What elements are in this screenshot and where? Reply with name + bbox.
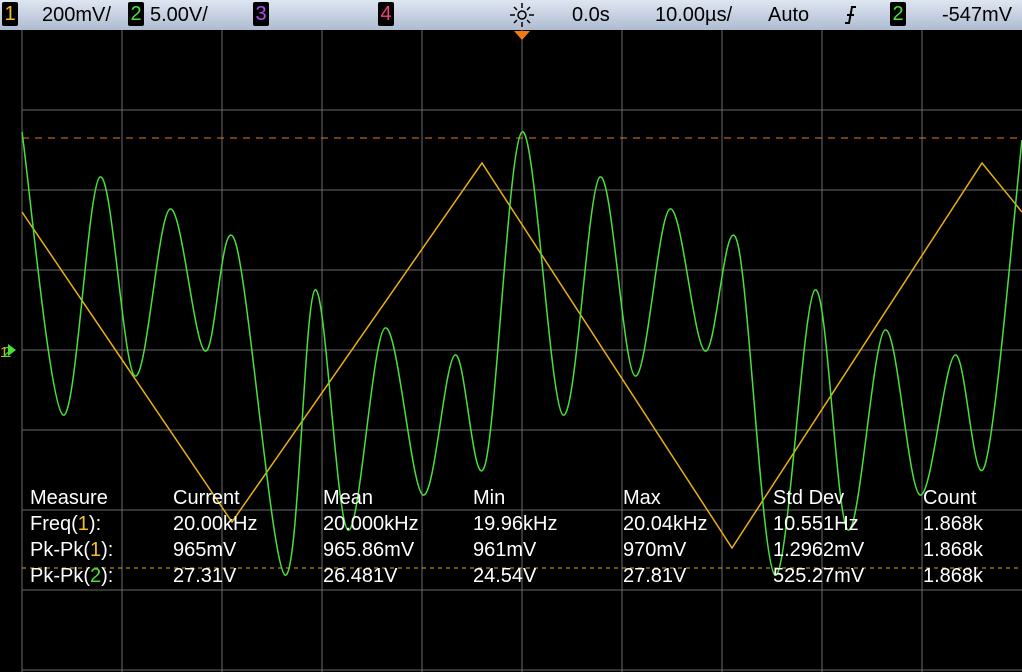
measurement-value: 525.27mV <box>773 565 865 587</box>
trigger-position-marker <box>514 31 530 40</box>
ground-marker-1: 1 <box>0 344 8 361</box>
measurement-value: 27.31V <box>173 565 237 587</box>
graticule <box>21 30 1022 672</box>
measurement-value: 970mV <box>623 539 687 561</box>
column-header: Count <box>923 487 977 509</box>
measurement-value: 1.868k <box>923 565 984 587</box>
ground-marker-arrow <box>8 344 16 356</box>
ground-marker-2: 2 <box>3 344 11 361</box>
measurement-value: 20.000kHz <box>323 513 419 535</box>
ch4-indicator[interactable]: 4 <box>378 2 394 26</box>
measurement-value: 1.868k <box>923 539 984 561</box>
channel-1-trace <box>21 161 1022 550</box>
row-close: ): <box>101 539 114 561</box>
row-close: ): <box>101 565 114 587</box>
column-header: Measure <box>30 487 108 509</box>
row-name: Pk-Pk( <box>30 539 90 561</box>
column-header: Min <box>473 487 506 509</box>
measurement-value: 26.481V <box>323 565 398 587</box>
ch3-indicator[interactable]: 3 <box>253 2 269 26</box>
trigger-level: -547mV <box>942 4 1013 26</box>
trigger-mode: Auto <box>768 4 810 26</box>
row-channel: 1 <box>77 513 89 535</box>
column-header: Mean <box>323 487 374 509</box>
column-header: Max <box>623 487 661 509</box>
row-close: ): <box>88 513 102 535</box>
trigger-source: 2 <box>890 2 906 26</box>
measurement-value: 20.04kHz <box>623 513 708 535</box>
measurement-value: 19.96kHz <box>473 513 558 535</box>
ch1-indicator[interactable]: 1 <box>2 2 18 26</box>
row-channel: 1 <box>90 539 102 561</box>
row-name: Freq( <box>30 513 78 535</box>
measurement-value: 24.54V <box>473 565 537 587</box>
measurement-value: 1.868k <box>923 513 984 535</box>
measurement-value: 10.551Hz <box>773 513 859 535</box>
measurement-value: 965.86mV <box>323 539 415 561</box>
time-offset: 0.0s <box>572 4 610 26</box>
ch2-indicator[interactable]: 2 <box>128 2 144 26</box>
time-scale: 10.00µs/ <box>655 4 733 26</box>
ch2-scale: 5.00V/ <box>150 4 208 26</box>
row-name: Pk-Pk( <box>30 565 90 587</box>
measurement-value: 27.81V <box>623 565 687 587</box>
trigger-icon <box>510 3 534 27</box>
column-header: Current <box>173 487 240 509</box>
measurement-value: 965mV <box>173 539 237 561</box>
channel-2-trace <box>21 131 1022 576</box>
status-bar: 1 200mV/ 2 5.00V/ 3 4 0.0s 10.00µs/ Auto… <box>0 0 1022 30</box>
measurement-value: 20.00kHz <box>173 513 258 535</box>
row-channel: 2 <box>90 565 102 587</box>
measurement-value: 1.2962mV <box>773 539 865 561</box>
ch1-scale: 200mV/ <box>42 4 111 26</box>
column-header: Std Dev <box>773 487 845 509</box>
trigger-slope-icon <box>845 6 856 24</box>
measurement-value: 961mV <box>473 539 537 561</box>
